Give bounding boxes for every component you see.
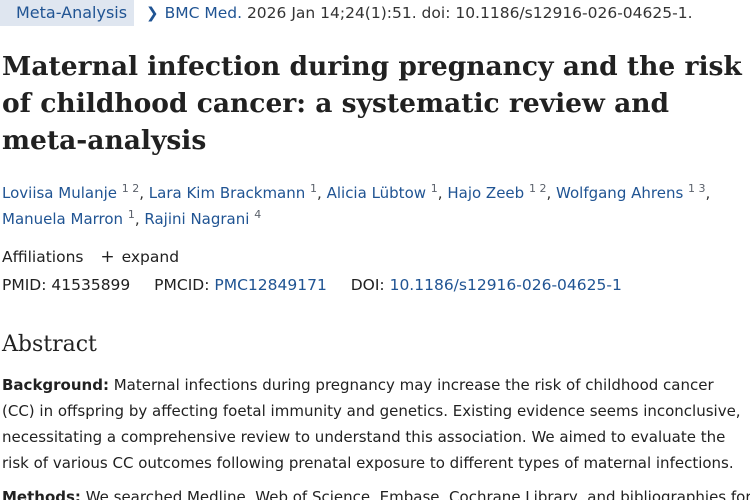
citation-details: 2026 Jan 14;24(1):51. doi: 10.1186/s1291… [242,4,693,22]
pmid-label: PMID: [2,276,47,294]
abstract-methods: Methods: We searched Medline, Web of Sci… [2,484,750,500]
doi-link[interactable]: 10.1186/s12916-026-04625-1 [389,276,622,294]
article-type-badge[interactable]: Meta-Analysis [0,0,134,26]
author-link[interactable]: Hajo Zeeb [447,184,525,202]
abstract-heading: Abstract [2,332,97,357]
methods-text: We searched Medline, Web of Science, Emb… [80,488,750,500]
affiliation-reference[interactable]: 1 [430,182,438,195]
journal-link[interactable]: BMC Med. [164,4,243,22]
doi-label: DOI: [350,276,385,294]
affiliation-reference[interactable]: 1 3 [688,182,706,195]
plus-icon[interactable]: + [100,247,115,267]
author-link[interactable]: Rajini Nagrani [144,210,250,228]
citation-bar: Meta-Analysis ❯ BMC Med. 2026 Jan 14;24(1… [0,0,750,26]
author-separator: , [317,184,327,202]
author-link[interactable]: Alicia Lübtow [326,184,427,202]
pmcid-link[interactable]: PMC12849171 [214,276,327,294]
methods-label: Methods: [2,488,81,500]
affiliation-reference[interactable]: 1 2 [528,182,547,195]
pmid-value: 41535899 [51,276,131,294]
affiliation-reference[interactable]: 4 [254,208,262,221]
author-separator: , [134,210,145,228]
background-text: Maternal infections during pregnancy may… [2,376,741,472]
author-separator: , [139,184,149,202]
author-separator: , [437,184,448,202]
author-link[interactable]: Lara Kim Brackmann [148,184,306,202]
author-link[interactable]: Wolfgang Ahrens [556,184,684,202]
identifiers-row: PMID: 41535899 PMCID: PMC12849171 DOI: 1… [2,274,622,296]
chevron-right-icon[interactable]: ❯ [146,4,159,22]
author-link[interactable]: Loviisa Mulanje [2,184,117,202]
affiliations-row: Affiliations + expand [2,246,179,268]
pmcid-label: PMCID: [154,276,210,294]
expand-affiliations-button[interactable]: expand [121,248,180,266]
author-separator: , [546,184,557,202]
author-link[interactable]: Manuela Marron [2,210,124,228]
affiliation-reference[interactable]: 1 2 [121,182,140,195]
affiliation-reference[interactable]: 1 [310,182,318,195]
affiliations-label: Affiliations [2,248,84,266]
affiliation-reference[interactable]: 1 [127,208,135,221]
background-label: Background: [2,376,109,394]
abstract-background: Background: Maternal infections during p… [2,372,750,476]
article-title: Maternal infection during pregnancy and … [2,51,742,156]
author-separator: , [705,184,711,202]
journal-citation: ❯ BMC Med. 2026 Jan 14;24(1):51. doi: 10.… [146,0,693,26]
author-list: Loviisa Mulanje 1 2, Lara Kim Brackmann … [2,180,750,232]
